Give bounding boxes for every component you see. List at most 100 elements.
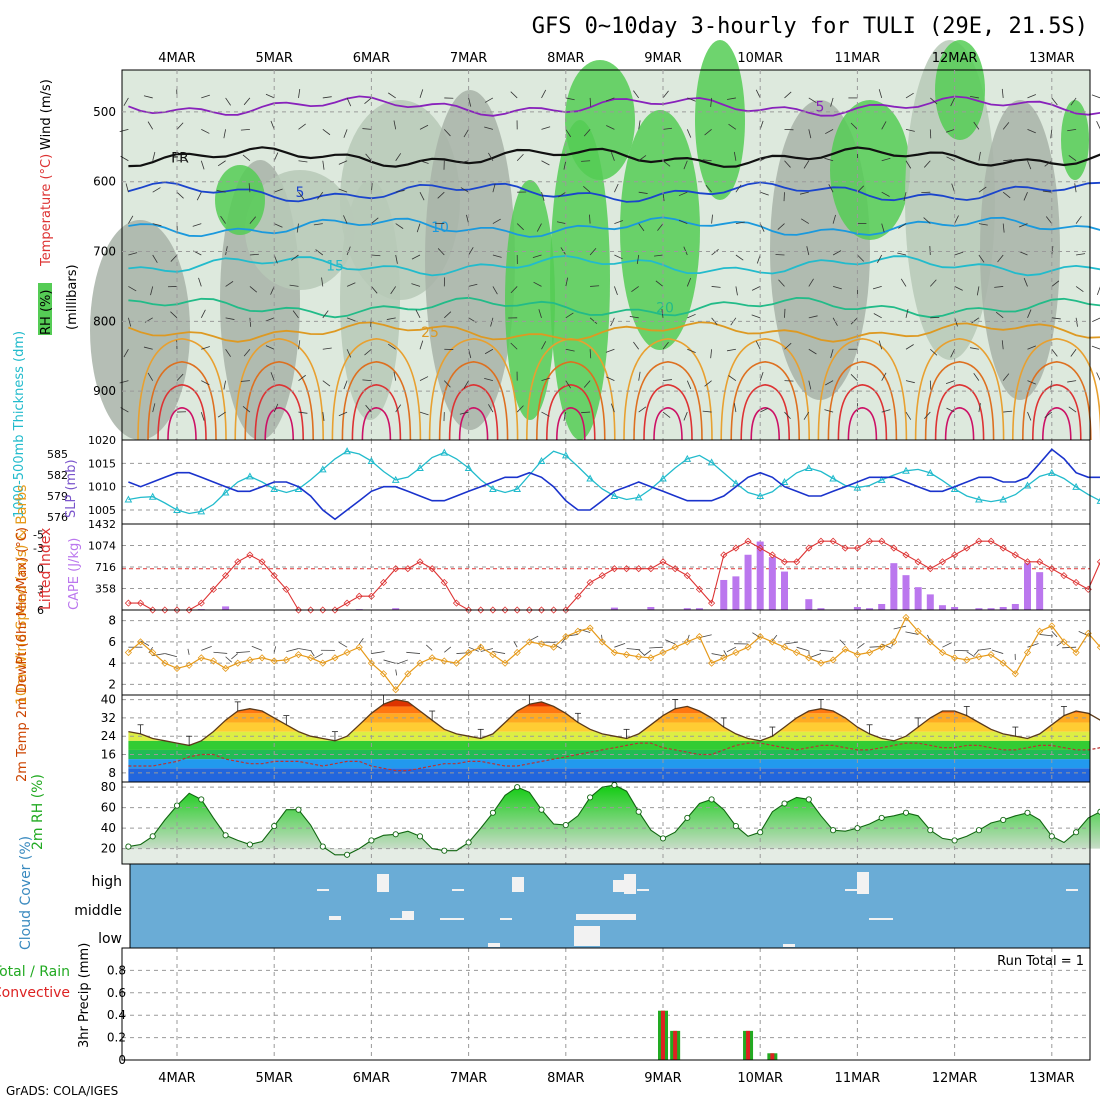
wind-barb xyxy=(240,128,250,131)
wind-barb xyxy=(830,97,834,107)
wind-barb xyxy=(950,349,955,358)
wind-barb xyxy=(678,219,688,224)
wind-barb xyxy=(610,152,615,161)
wind-barb xyxy=(661,308,664,318)
wind-barb-10m xyxy=(905,631,919,635)
thickness-marker xyxy=(343,447,351,455)
wind-barb xyxy=(808,315,818,319)
rh2m-ylabel: 2m RH (%) xyxy=(30,774,46,850)
wind-barb xyxy=(905,92,914,99)
wind-speed-marker xyxy=(319,659,327,667)
wind-barb-10m xyxy=(151,653,165,657)
thickness-marker xyxy=(537,456,546,464)
wind-barb-10m xyxy=(1027,643,1039,648)
cloud-block xyxy=(452,889,464,891)
wind-barb xyxy=(322,129,331,136)
lifted-index-marker xyxy=(744,537,752,545)
wind-speed-marker xyxy=(780,643,789,651)
wind-barb xyxy=(1070,349,1077,357)
wind-barb xyxy=(755,340,761,350)
thickness-marker xyxy=(124,495,133,503)
rh-shading xyxy=(935,40,985,140)
wind-barb xyxy=(1003,410,1013,413)
date-axis: 4MAR 4MAR 5MAR 5MAR 6MAR 6MAR 7MAR 7MAR 8MAR 8MAR… xyxy=(158,51,1074,1086)
wind-barb-10m xyxy=(1056,640,1065,647)
rh-marker xyxy=(805,796,812,803)
wind-barb xyxy=(1003,159,1013,162)
wind-barb xyxy=(638,371,641,381)
wind-speed-marker xyxy=(149,648,157,657)
wind-speed-marker xyxy=(793,648,801,657)
wind-speed-marker xyxy=(598,638,606,646)
wind-barb xyxy=(249,216,256,224)
cloud-block xyxy=(624,874,636,894)
wind-barb xyxy=(516,405,524,413)
temperature-contour-label: 5 xyxy=(296,185,305,201)
wind-speed-marker xyxy=(452,659,461,667)
wind-barb-10m xyxy=(444,646,452,653)
rh2m-side-labels: 2m RH (%) xyxy=(30,774,46,850)
wind-ylabel: 10m Wind Speed (m/s) & Barbs xyxy=(14,485,30,705)
rh-marker xyxy=(441,847,448,854)
wind-barb xyxy=(994,286,1004,288)
wind-barb xyxy=(1023,277,1028,287)
rh-marker xyxy=(587,794,594,801)
wind-barb xyxy=(760,191,769,196)
wind-barb xyxy=(978,186,987,193)
thickness-marker xyxy=(756,491,765,499)
wind-barb xyxy=(541,192,545,201)
wind-barb xyxy=(419,191,425,201)
wind-barb xyxy=(273,254,278,264)
thickness-marker xyxy=(999,495,1008,503)
wind-barb xyxy=(201,346,210,350)
wind-speed-marker xyxy=(258,654,266,662)
wind-barb xyxy=(614,220,623,224)
rh-marker xyxy=(830,827,837,834)
temperature-contour xyxy=(128,321,1100,343)
thickness-marker xyxy=(707,458,716,466)
wind-barb xyxy=(923,411,931,420)
rh-tick-label: 40 xyxy=(101,821,116,835)
wind-barb xyxy=(419,376,429,382)
wind-speed-marker xyxy=(987,651,995,659)
thickness-tick-label: 576 xyxy=(47,511,68,524)
lifted-index-marker xyxy=(902,551,910,559)
wind-speed-marker xyxy=(622,651,631,659)
cape-tick-label: 716 xyxy=(95,561,116,574)
surface-temp-contour xyxy=(1042,406,1072,441)
surface-temp-contour xyxy=(331,337,422,441)
wind-barb xyxy=(119,128,129,133)
wind-barb xyxy=(1068,406,1077,413)
wind-barb xyxy=(565,129,572,138)
temperature-contour xyxy=(128,296,1100,319)
wind-barb xyxy=(516,154,524,162)
wind-barb xyxy=(1001,88,1004,98)
lifted-index-marker xyxy=(246,551,254,559)
wind-barb xyxy=(1091,345,1100,350)
wind-barb xyxy=(803,160,810,169)
wind-barb xyxy=(1044,411,1053,418)
wind-barb xyxy=(808,278,814,287)
wind-barb xyxy=(492,183,496,193)
wind-barb xyxy=(638,120,641,130)
cape-bar xyxy=(853,606,861,610)
cape-bar xyxy=(926,594,934,610)
wind-barb xyxy=(419,340,424,350)
temperature-contour xyxy=(128,254,1100,277)
lifted-index-tick-label: 6 xyxy=(37,604,44,617)
wind-speed-marker xyxy=(282,656,290,664)
wind-barb xyxy=(997,254,1004,263)
wind-barb xyxy=(1027,94,1036,99)
wind-barb xyxy=(686,129,692,138)
wind-barb xyxy=(678,191,688,197)
wind-barb xyxy=(589,247,597,256)
wind-barb xyxy=(784,91,792,99)
temp-color-band xyxy=(128,759,1090,769)
thickness-marker xyxy=(853,483,862,491)
wind-barb-10m xyxy=(371,651,385,654)
wind-speed-marker xyxy=(975,653,983,661)
wind-barb xyxy=(565,380,572,389)
lifted-index-marker xyxy=(550,606,558,614)
wind-barb xyxy=(242,405,251,413)
lifted-index-marker xyxy=(853,544,861,552)
